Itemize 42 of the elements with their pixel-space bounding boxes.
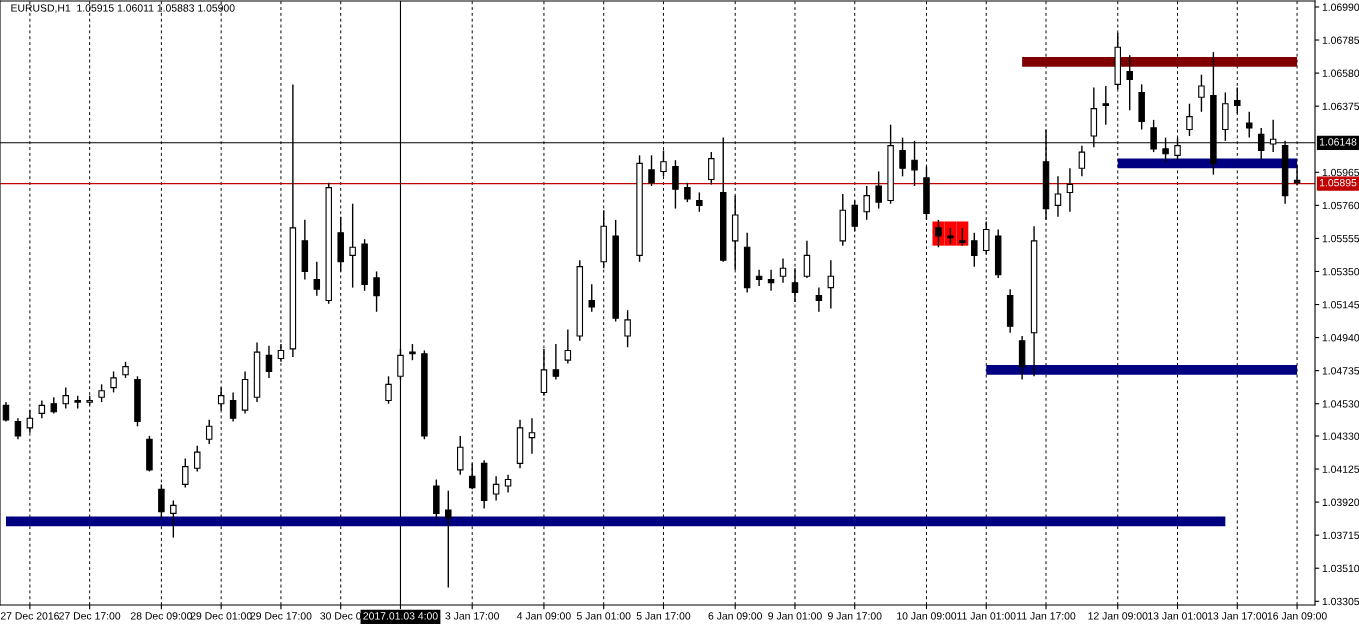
x-tick-label: 27 Dec 2016 <box>0 612 59 620</box>
ref-line-label: 1.05895 <box>1319 178 1357 187</box>
x-tick-label: 10 Jan 09:00 <box>897 612 957 620</box>
y-tick-label: 1.05145 <box>1322 301 1359 309</box>
y-tick-label: 1.05350 <box>1322 267 1359 276</box>
x-tick-label: 4 Jan 09:00 <box>516 612 571 620</box>
y-tick-label: 1.06990 <box>1322 3 1359 11</box>
y-tick-label: 1.03305 <box>1322 597 1359 606</box>
y-tick-label: 1.04530 <box>1322 400 1359 408</box>
y-tick-label: 1.06580 <box>1322 69 1359 77</box>
x-tick-label: 3 Jan 17:00 <box>445 612 500 620</box>
x-tick-label: 5 Jan 01:00 <box>576 612 631 620</box>
x-tick-label: 5 Jan 17:00 <box>636 612 691 620</box>
x-tick-label: 13 Jan 17:00 <box>1207 612 1268 620</box>
x-tick-label: 11 Jan 01:00 <box>957 612 1016 620</box>
x-tick-label: 16 Jan 09:00 <box>1267 612 1327 620</box>
x-tick-label: 2017.01.03 4:00 <box>363 612 438 620</box>
x-tick-label: 29 Dec 01:00 <box>190 612 252 620</box>
x-tick-label: 30 Dec 0 <box>320 612 362 620</box>
x-tick-label: 28 Dec 09:00 <box>130 612 192 620</box>
x-tick-label: 13 Jan 01:00 <box>1148 612 1208 620</box>
x-tick-label: 12 Jan 09:00 <box>1088 612 1148 620</box>
y-tick-label: 1.03715 <box>1322 531 1359 540</box>
y-tick-label: 1.04735 <box>1322 367 1359 375</box>
y-tick-label: 1.03920 <box>1322 498 1359 506</box>
y-tick-label: 1.06785 <box>1322 36 1359 44</box>
chart-title: EURUSD,H1 1.05915 1.06011 1.05883 1.05900 <box>11 4 235 13</box>
ref-line-label: 1.06148 <box>1319 138 1357 146</box>
x-tick-label: 9 Jan 17:00 <box>828 612 882 620</box>
x-tick-label: 11 Jan 17:00 <box>1017 612 1076 620</box>
y-tick-label: 1.06375 <box>1322 102 1359 111</box>
x-tick-label: 27 Dec 17:00 <box>59 612 121 620</box>
y-tick-label: 1.04940 <box>1322 334 1359 342</box>
x-tick-label: 29 Dec 17:00 <box>250 612 312 620</box>
y-tick-label: 1.04125 <box>1322 465 1359 473</box>
y-tick-label: 1.05555 <box>1322 234 1359 243</box>
x-tick-label: 6 Jan 09:00 <box>708 612 763 620</box>
y-tick-label: 1.05760 <box>1322 201 1359 210</box>
x-tick-label: 9 Jan 01:00 <box>768 612 822 620</box>
y-tick-label: 1.05965 <box>1322 168 1359 177</box>
y-tick-label: 1.04330 <box>1322 432 1359 440</box>
y-tick-label: 1.03510 <box>1322 564 1359 573</box>
